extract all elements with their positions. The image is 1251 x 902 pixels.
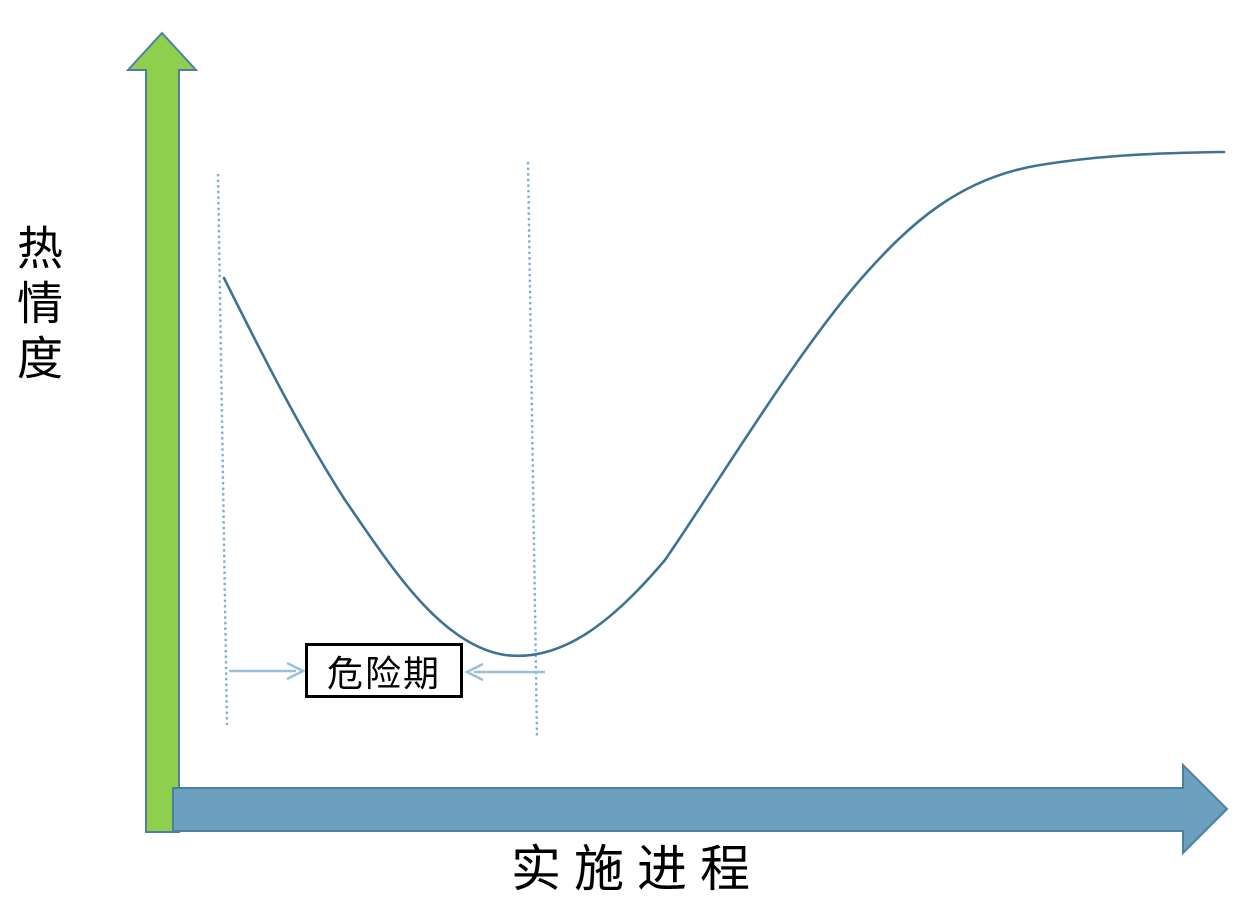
y-axis-arrow (125, 31, 199, 833)
danger-period-left-arrow (229, 661, 306, 681)
x-axis-arrow (172, 762, 1229, 856)
danger-period-label: 危险期 (326, 653, 441, 694)
danger-period-end-guide (526, 161, 539, 738)
danger-period-right-arrow (464, 662, 545, 682)
left-arrowhead-icon (286, 661, 306, 681)
x-axis-label: 实施进程 (511, 841, 763, 897)
right-arrowhead-icon (464, 662, 484, 682)
danger-period-start-guide (216, 173, 229, 726)
enthusiasm-curve (222, 150, 1226, 658)
y-axis-label: 热情度 (11, 224, 62, 389)
danger-period-box: 危险期 (305, 643, 463, 698)
